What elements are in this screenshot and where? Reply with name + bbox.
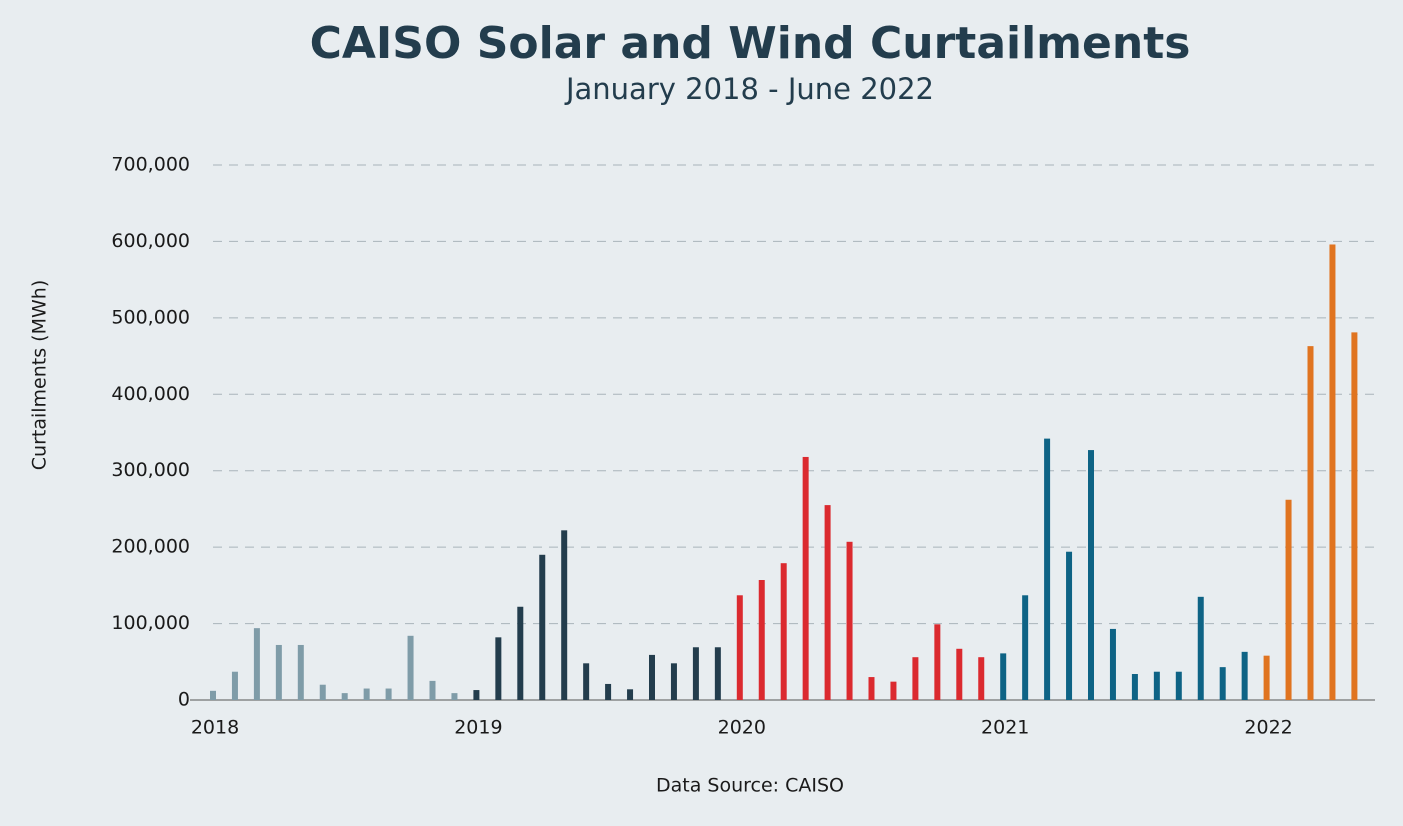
bar [583,663,590,700]
y-tick-label: 600,000 [111,230,190,252]
bar [1241,651,1248,700]
bar [363,688,370,700]
bar [736,595,743,700]
x-tick-label: 2019 [454,717,502,739]
bar [1197,596,1204,700]
bar [1351,332,1358,700]
bar [934,624,941,700]
bar [978,657,985,700]
bar [517,606,524,700]
bar [1109,628,1116,700]
bar [846,541,853,700]
x-tick-label: 2022 [1244,717,1292,739]
bar [956,648,963,700]
bar [1175,671,1182,700]
bar [429,680,436,700]
bar [319,684,326,700]
bar [912,657,919,700]
y-tick-label: 500,000 [111,306,190,328]
bar [1131,674,1138,700]
chart-title: CAISO Solar and Wind Curtailments [310,18,1191,69]
bar [495,637,502,700]
bar [253,628,260,700]
bar [824,505,831,700]
y-tick-label: 700,000 [111,154,190,176]
bar [341,693,348,700]
bar [231,671,238,700]
bar [1263,655,1270,700]
bar [1022,595,1029,700]
y-tick-label: 200,000 [111,536,190,558]
bar [1307,346,1314,700]
bar [539,554,546,700]
bar [473,690,480,700]
bar [210,690,216,700]
bar [407,635,414,700]
bar [780,563,787,700]
bar [275,644,282,700]
bar [1153,671,1160,700]
y-tick-label: 100,000 [111,612,190,634]
y-axis-label: Curtailments (MWh) [29,280,51,470]
bar [868,677,875,700]
source-note: Data Source: CAISO [656,775,844,797]
bar [1044,438,1051,700]
bar [1329,244,1336,700]
bar [802,456,809,700]
y-tick-label: 0 [178,689,190,711]
bar [714,647,721,700]
bar [385,688,392,700]
chart-subtitle: January 2018 - June 2022 [564,72,934,106]
bar [605,683,612,700]
x-tick-label: 2020 [718,717,766,739]
y-tick-label: 400,000 [111,383,190,405]
bar [297,644,304,700]
y-tick-label: 300,000 [111,459,190,481]
bar [451,693,458,700]
bar [670,663,677,700]
bar [1066,551,1073,700]
bar [1219,667,1226,700]
x-tick-label: 2021 [981,717,1029,739]
bar [890,681,897,700]
bar [1088,450,1094,700]
bar [627,689,634,700]
bar [1285,499,1292,700]
bar [758,580,765,700]
x-tick-label: 2018 [191,717,239,739]
bar [1000,653,1007,700]
bar [649,654,655,700]
bar [561,530,568,700]
bar [692,647,699,700]
